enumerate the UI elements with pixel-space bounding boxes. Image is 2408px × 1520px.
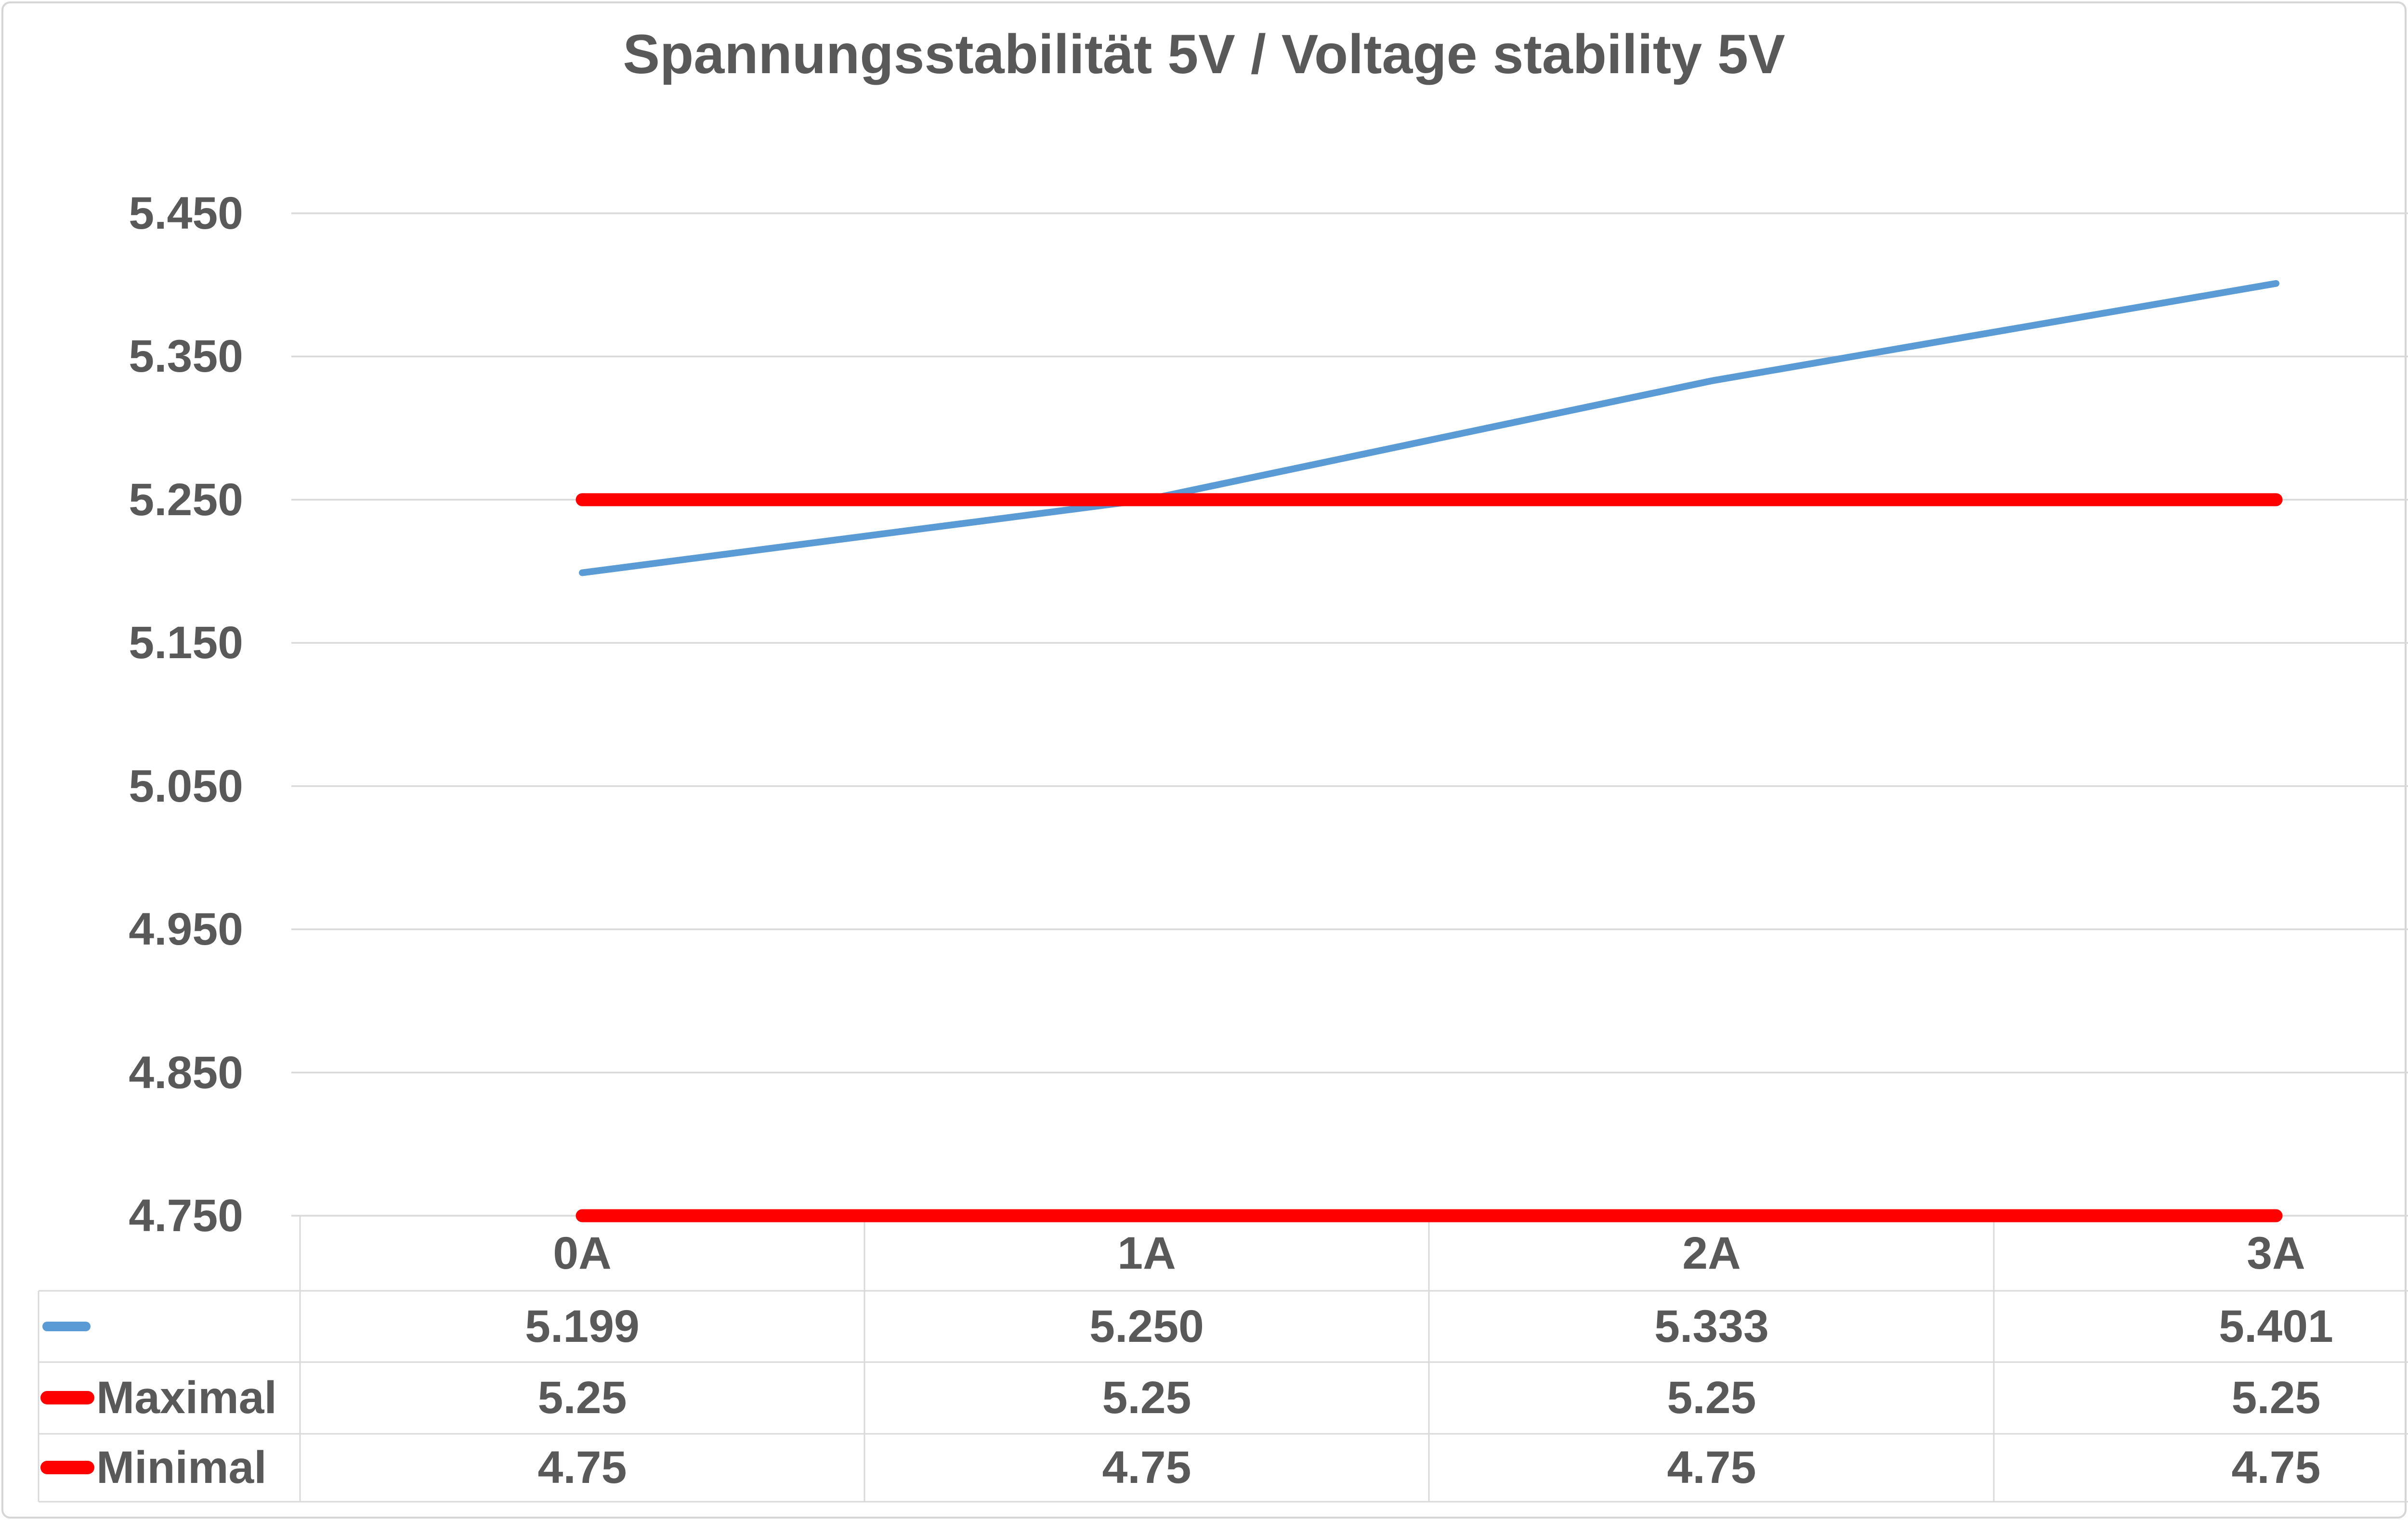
table-value: 5.250 bbox=[1089, 1301, 1204, 1352]
table-value: 4.75 bbox=[537, 1442, 627, 1493]
y-axis-tick-label: 4.850 bbox=[129, 1047, 243, 1098]
chart-title: Spannungsstabilität 5V / Voltage stabili… bbox=[623, 24, 1785, 85]
table-value: 5.25 bbox=[1102, 1372, 1191, 1423]
table-value: 4.75 bbox=[2231, 1442, 2321, 1493]
y-axis-tick-label: 5.050 bbox=[129, 761, 243, 812]
y-axis-tick-label: 4.950 bbox=[129, 904, 243, 955]
table-value: 4.75 bbox=[1667, 1442, 1756, 1493]
minimal-legend-label: Minimal bbox=[96, 1442, 267, 1493]
table-header-category: 1A bbox=[1117, 1228, 1176, 1279]
table-header-category: 0A bbox=[553, 1228, 612, 1279]
table-value: 5.25 bbox=[537, 1372, 627, 1423]
y-axis-tick-label: 5.250 bbox=[129, 474, 243, 525]
minimal-legend-marker bbox=[40, 1461, 94, 1474]
table-value: 5.199 bbox=[525, 1301, 640, 1352]
table-value: 5.333 bbox=[1654, 1301, 1769, 1352]
series-legend-marker bbox=[42, 1322, 91, 1331]
table-header-category: 2A bbox=[1682, 1228, 1741, 1279]
table-value: 5.401 bbox=[2219, 1301, 2333, 1352]
maximal-legend-marker bbox=[40, 1391, 94, 1404]
table-value: 5.25 bbox=[2231, 1372, 2321, 1423]
y-axis-tick-label: 5.350 bbox=[129, 331, 243, 382]
y-axis-tick-label: 4.750 bbox=[129, 1190, 243, 1241]
maximal-legend-label: Maximal bbox=[96, 1372, 277, 1423]
y-axis-tick-label: 5.450 bbox=[129, 188, 243, 239]
table-value: 5.25 bbox=[1667, 1372, 1756, 1423]
table-value: 4.75 bbox=[1102, 1442, 1191, 1493]
table-header-category: 3A bbox=[2247, 1228, 2305, 1279]
y-axis-tick-label: 5.150 bbox=[129, 617, 243, 668]
